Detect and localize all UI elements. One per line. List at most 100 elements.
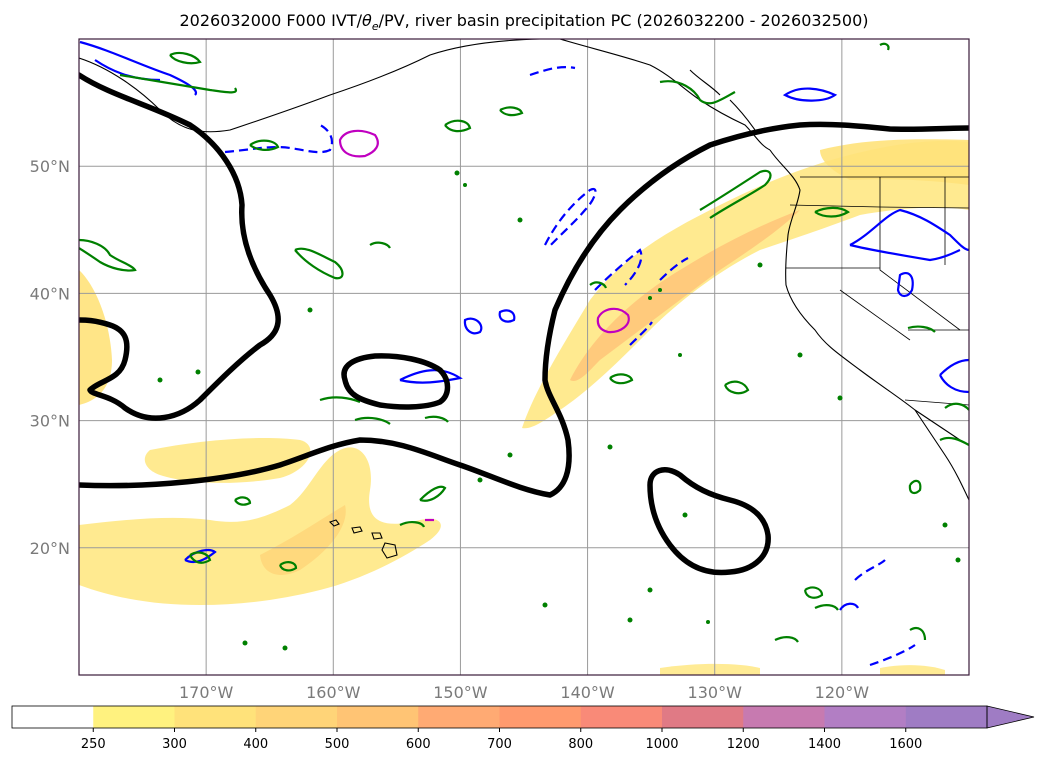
canada-coast [689,69,756,131]
green-contour-23 [814,604,839,611]
colorbar-swatch [255,706,338,728]
ivt-plume-core [570,210,800,381]
green-contour-18 [278,561,298,572]
blue-dashed-contour-3 [544,187,597,249]
lon-tick-label: 120°W [815,683,870,702]
green-contour-20 [908,479,922,495]
green-contour-26 [589,281,608,289]
blue-contour-central [463,317,483,335]
green-contour-16 [419,485,447,502]
green-contour-19 [399,521,426,528]
blue-dashed-contour-6 [629,321,653,346]
colorbar-swatch [905,706,988,728]
blue-contour-low [839,602,859,611]
green-contour-14 [319,396,361,404]
ivt-west-patch [79,270,112,405]
blue-contour-bc [782,87,838,102]
green-contour-9 [699,169,772,219]
colorbar-extend-arrow [986,705,1035,729]
pv-contour-main-west [79,72,281,421]
magenta-contour-central [596,307,630,334]
hawaii-islands [328,519,398,559]
blue-dashed-contour-sw [854,559,886,581]
magenta-contours [338,129,630,522]
chart-title: 2026032000 F000 IVT/θe/PV, river basin p… [179,11,868,33]
pv-contour-closed-se [647,467,771,576]
green-contour-17 [234,496,252,506]
colorbar-tick-label: 1200 [727,737,760,752]
colorbar-tick-label: 700 [487,737,512,752]
green-contour-15 [354,415,449,425]
colorbar-swatch [418,706,500,728]
lon-tick-label: 140°W [560,683,615,702]
blue-contour-nevada [896,272,914,298]
green-contour-27 [189,551,212,564]
green-dots [157,170,961,651]
lon-tick-labels: 170°W 160°W 150°W 140°W 130°W 120°W [179,683,869,702]
colorbar-tick-label: 1400 [808,737,841,752]
colorbar-swatch [580,706,663,728]
colorbar-swatch [824,706,907,728]
green-contour-8 [79,238,137,272]
magenta-contour-north [338,129,379,158]
ivt-sw-patch [660,663,760,675]
ivt-north-band [144,438,311,483]
colorbar-tick-label: 300 [162,737,187,752]
colorbar-tick-label: 500 [325,737,350,752]
colorbar-swatch [174,706,257,728]
blue-contour-central2 [498,309,516,323]
ivt-subtropical-band [79,447,441,605]
colorbar-swatch [499,706,582,728]
coastline-alaska [79,39,541,133]
green-contour-25 [909,626,927,641]
colorbar-tick-label: 1600 [889,737,922,752]
lat-tick-label: 30°N [30,412,70,431]
pv-contour-closed-mid [341,353,451,410]
blue-dashed-contour-5 [659,257,689,281]
green-contour-21 [939,402,969,446]
green-contour-13 [609,373,634,385]
lon-tick-label: 160°W [306,683,361,702]
pv-contour-main-east [79,121,969,498]
pv-contours [79,72,969,576]
lon-tick-label: 150°W [433,683,488,702]
colorbar-swatch [743,706,825,728]
green-contour-22 [803,586,824,599]
green-contour-12 [723,380,750,395]
colorbar-tick-label: 400 [243,737,268,752]
green-contour-1 [119,73,238,94]
blue-dashed-contour-sse [869,644,916,667]
green-contours [79,42,969,643]
ivt-subtropical-core [260,505,346,575]
blue-contour-se [939,358,969,394]
coastline-west-us [769,149,969,446]
lon-tick-label: 170°W [179,683,234,702]
green-contour-29 [907,325,936,333]
blue-contour-idaho [849,208,969,262]
lat-tick-label: 50°N [30,157,70,176]
blue-dashed-contour-2 [529,66,576,77]
lat-tick-label: 40°N [30,284,70,303]
map-panel [78,38,970,676]
ivt-plume-main [522,140,969,429]
colorbar-swatch [93,706,175,728]
green-contour-10 [814,206,850,218]
green-contour-4 [444,119,472,133]
border-ca-nv [839,289,911,341]
lon-tick-label: 130°W [688,683,743,702]
ivt-shading [79,139,969,675]
colorbar-swatch [662,706,744,728]
green-contour-2 [169,51,202,65]
ivt-plume-northern [820,139,969,185]
colorbar-tick-label: 800 [568,737,593,752]
colorbar-tick-label: 1000 [645,737,678,752]
lat-tick-label: 20°N [30,539,70,558]
map-frame [78,38,970,676]
colorbar-swatch [337,706,419,728]
blue-contour-mid [399,369,463,384]
colorbar-tick-label: 250 [81,737,106,752]
lat-tick-labels: 20°N 30°N 40°N 50°N [30,157,70,558]
green-contour-7 [369,241,391,249]
blue-dashed-contour-4 [594,248,643,291]
green-contour-5 [499,106,524,117]
